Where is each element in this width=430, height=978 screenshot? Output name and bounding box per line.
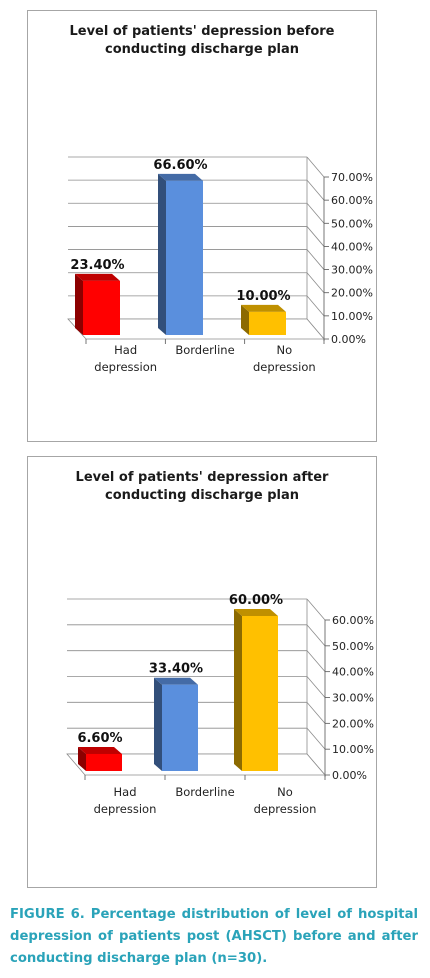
- bar-side-after-0: [78, 746, 86, 771]
- side-grid-before-2: [306, 272, 325, 293]
- category-label-after-2-1: depression: [254, 802, 317, 816]
- value-label-before-0: 23.40%: [70, 258, 124, 273]
- figure-caption: FIGURE 6. Percentage distribution of lev…: [10, 907, 418, 966]
- bar-before-0: [75, 273, 120, 335]
- category-label-after-1-0: Borderline: [175, 785, 234, 799]
- value-label-after-0: 6.60%: [77, 731, 122, 746]
- value-label-before-2: 10.00%: [236, 289, 290, 304]
- bar-front-before-2: [249, 311, 286, 335]
- bar-side-after-1: [154, 677, 162, 771]
- side-grid-after-2: [306, 702, 326, 724]
- side-grid-before-4: [306, 226, 325, 247]
- side-grid-before-3: [306, 249, 325, 270]
- chart-before-plot: 0.00% 10.00% 20.00% 30.00% 40.00% 50.00% 60.00…: [67, 156, 373, 374]
- category-label-before-1-0: Borderline: [175, 343, 234, 357]
- bar-side-before-2: [241, 304, 249, 335]
- side-grid-after-3: [306, 676, 326, 698]
- category-label-before-0-1: depression: [94, 360, 157, 374]
- category-label-before-0-0: Had: [114, 343, 137, 357]
- bar-side-after-2: [234, 609, 242, 771]
- bar-before-2: [241, 304, 286, 335]
- ytick-label-before-7: 70.00%: [331, 171, 373, 184]
- bar-front-after-0: [86, 753, 122, 771]
- side-grid-before-7: [306, 156, 325, 178]
- bar-front-after-2: [242, 616, 278, 771]
- side-grid-before-6: [306, 179, 325, 201]
- bar-after-0: [78, 746, 122, 771]
- side-grid-before-5: [306, 203, 325, 224]
- ytick-label-before-2: 20.00%: [331, 287, 373, 300]
- chart-panel-after: Level of patients' depression after cond…: [27, 456, 377, 888]
- bar-side-before-1: [158, 173, 166, 335]
- side-grid-after-5: [306, 624, 326, 647]
- category-label-after-0-0: Had: [114, 785, 137, 799]
- ytick-label-before-6: 60.00%: [331, 194, 373, 207]
- bar-after-2: [234, 609, 278, 771]
- ytick-label-before-3: 30.00%: [331, 264, 373, 277]
- bar-before-1: [158, 173, 203, 335]
- ytick-label-before-1: 10.00%: [331, 310, 373, 323]
- bar-top-before-0: [75, 273, 120, 281]
- ytick-label-after-2: 20.00%: [332, 717, 374, 730]
- ytick-label-after-5: 50.00%: [332, 640, 374, 653]
- bar-front-before-0: [83, 280, 120, 335]
- bar-top-after-1: [154, 677, 198, 685]
- category-label-before-2-0: No: [277, 343, 293, 357]
- side-grid-after-4: [306, 650, 326, 672]
- value-label-after-1: 33.40%: [149, 662, 203, 677]
- ytick-label-after-3: 30.00%: [332, 692, 374, 705]
- side-grid-before-1: [306, 295, 325, 317]
- ytick-label-before-0: 0.00%: [331, 333, 366, 346]
- bar-after-1: [154, 677, 198, 771]
- value-label-after-2: 60.00%: [229, 593, 283, 608]
- bar-side-before-0: [75, 273, 83, 335]
- chart-panel-before: Level of patients' depression before con…: [27, 10, 377, 442]
- category-label-after-2-0: No: [277, 785, 293, 799]
- bar-top-before-1: [158, 173, 203, 181]
- chart-before-svg: 0.00% 10.00% 20.00% 30.00% 40.00% 50.00% 60.00…: [67, 156, 373, 374]
- ytick-label-after-1: 10.00%: [332, 743, 374, 756]
- ytick-label-before-4: 40.00%: [331, 240, 373, 253]
- bar-top-after-0: [78, 746, 122, 754]
- chart-title-before: Level of patients' depression before con…: [69, 24, 335, 57]
- category-label-after-0-1: depression: [94, 802, 157, 816]
- side-grid-after-6: [306, 598, 326, 621]
- ytick-label-after-6: 60.00%: [332, 614, 374, 627]
- chart-title-after: Level of patients' depression after cond…: [75, 470, 329, 503]
- ytick-label-after-4: 40.00%: [332, 666, 374, 679]
- chart-after-svg: 0.00% 10.00% 20.00% 30.00% 40.00% 50.00% 60.00…: [66, 593, 374, 816]
- bar-top-before-2: [241, 304, 286, 312]
- bar-front-before-1: [166, 180, 203, 335]
- bar-top-after-2: [234, 609, 278, 616]
- side-grid-after-1: [306, 727, 326, 750]
- ytick-label-before-5: 50.00%: [331, 217, 373, 230]
- value-label-before-1: 66.60%: [153, 158, 207, 173]
- chart-after-plot: 0.00% 10.00% 20.00% 30.00% 40.00% 50.00% 60.00…: [66, 593, 374, 816]
- category-label-before-2-1: depression: [253, 360, 316, 374]
- bar-front-after-1: [162, 684, 198, 771]
- ytick-label-after-0: 0.00%: [332, 769, 367, 782]
